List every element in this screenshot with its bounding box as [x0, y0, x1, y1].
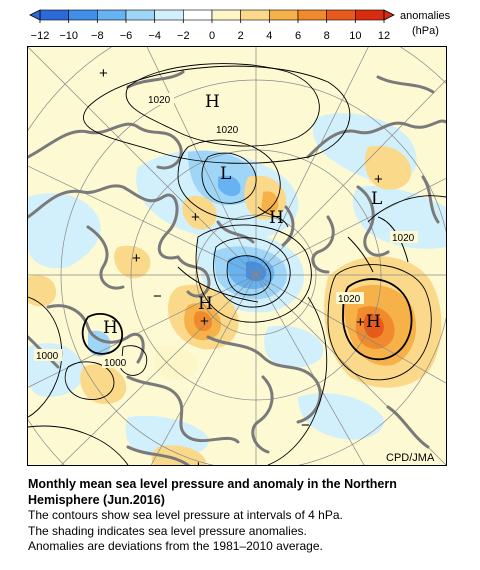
sea-level-pressure-map: 1020 1020 1020 1020 1000 1000 H L H L H … — [28, 47, 446, 465]
anomaly-sign: + — [99, 65, 108, 82]
colorbar-tick-label: −2 — [177, 30, 190, 42]
anomaly-colorbar: −12 −10 −8 −6 −4 −2 0 2 4 6 8 10 12 anomalies (hPa) — [29, 9, 451, 42]
isobars — [28, 63, 446, 465]
colorbar-tick-label: −8 — [91, 30, 104, 42]
caption-line-3: Anomalies are deviations from the 1981–2… — [28, 539, 323, 553]
pressure-centers: H L H L H H H — [103, 92, 382, 338]
colorbar-label: anomalies — [400, 10, 451, 22]
colorbar-tick-label: 0 — [209, 30, 215, 42]
colorbar-swatch — [326, 9, 356, 21]
high-center: H — [269, 208, 284, 228]
coastlines — [28, 70, 446, 465]
map-panel: 1020 1020 1020 1020 1000 1000 H L H L H … — [27, 46, 447, 466]
colorbar-swatch — [211, 9, 241, 21]
high-center: H — [205, 92, 220, 112]
caption-title-line-1: Monthly mean sea level pressure and anom… — [28, 477, 397, 491]
caption-line-1: The contours show sea level pressure at … — [28, 508, 343, 522]
colorbar-swatch — [125, 9, 155, 21]
colorbar-swatch — [355, 9, 385, 21]
graticule — [28, 47, 446, 465]
colorbar-right-arrow — [383, 9, 395, 21]
low-center: L — [220, 164, 231, 184]
colorbar-swatch — [97, 9, 127, 21]
colorbar-tick-label: −4 — [148, 30, 161, 42]
anomaly-signs: + + + + + + − − + — [99, 65, 383, 465]
anomaly-sign: + — [194, 458, 203, 465]
high-center: H — [198, 294, 213, 314]
colorbar-tick-label: −12 — [31, 30, 50, 42]
caption-title-line-2: Hemisphere (Jun.2016) — [28, 493, 165, 507]
colorbar-swatch — [297, 9, 327, 21]
anomaly-sign: + — [132, 250, 141, 267]
colorbar-tick-label: −10 — [59, 30, 78, 42]
colorbar-tick-label: 4 — [266, 30, 272, 42]
map-credit: CPD/JMA — [386, 452, 435, 464]
high-center: H — [366, 312, 381, 332]
colorbar-tick-labels: −12 −10 −8 −6 −4 −2 0 2 4 6 8 10 12 — [31, 20, 390, 42]
contour-label: 1020 — [148, 95, 171, 106]
contour-label: 1020 — [338, 294, 361, 305]
anomaly-sign: + — [356, 314, 365, 331]
colorbar-swatch — [183, 9, 213, 21]
colorbar-unit: (hPa) — [412, 25, 439, 37]
colorbar-tick-label: 10 — [349, 30, 361, 42]
colorbar-tick-label: 2 — [238, 30, 244, 42]
colorbar-tick-label: 12 — [378, 30, 390, 42]
colorbar-tick-label: 6 — [295, 30, 301, 42]
anomaly-sign: − — [153, 288, 162, 305]
contour-labels: 1020 1020 1020 1020 1000 1000 — [34, 93, 418, 369]
caption-line-2: The shading indicates sea level pressure… — [28, 523, 307, 538]
colorbar-swatch — [39, 9, 69, 21]
colorbar-swatch — [68, 9, 98, 21]
anomaly-sign: + — [374, 171, 383, 188]
map-caption: Monthly mean sea level pressure and anom… — [28, 476, 468, 555]
colorbar-swatches — [39, 9, 385, 21]
colorbar-swatch — [154, 9, 184, 21]
anomaly-sign: + — [191, 209, 200, 226]
colorbar-swatch — [240, 9, 270, 21]
colorbar-tick-label: 8 — [324, 30, 330, 42]
colorbar-tick-label: −6 — [120, 30, 133, 42]
positive-anomaly-shading — [28, 145, 442, 465]
high-center: H — [103, 318, 118, 338]
contour-label: 1000 — [36, 351, 59, 362]
colorbar-left-arrow — [29, 9, 41, 21]
contour-label: 1020 — [392, 233, 415, 244]
anomaly-sign: + — [200, 313, 209, 330]
contour-label: 1020 — [216, 125, 239, 136]
anomaly-sign: − — [301, 417, 310, 434]
colorbar-swatch — [269, 9, 299, 21]
contour-label: 1000 — [104, 358, 127, 369]
low-center: L — [371, 189, 382, 209]
